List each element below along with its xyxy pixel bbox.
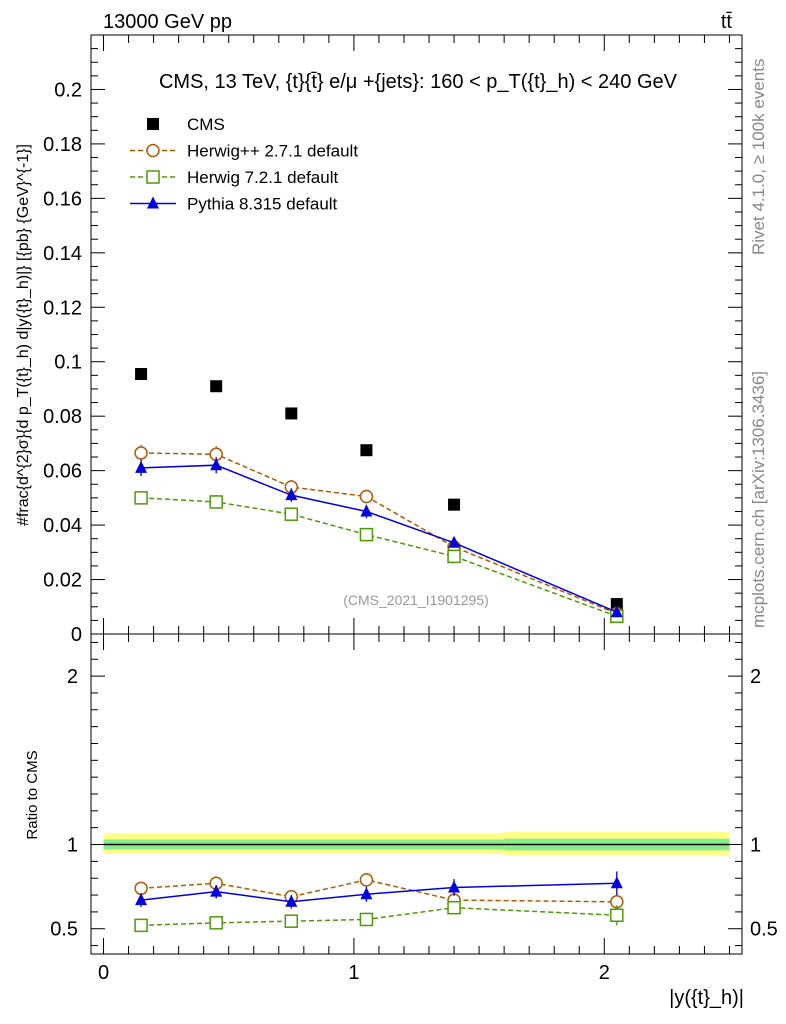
ratio-tick-label-right: 1 [750, 835, 761, 857]
pythia-8-315-default-point [285, 488, 298, 501]
herwig-7-2-1-default-ratio-point [284, 914, 299, 928]
y-tick-label: 0.06 [43, 461, 82, 483]
cms-point [448, 498, 461, 511]
main-y-axis: 0.02 0.04 0.06 0.08 0.1 0.12 0.14 0.16 0.18 0.2 0 [43, 34, 742, 646]
herwig-7-2-1-default-line [141, 497, 618, 618]
x-axis: 0 1 2 [98, 634, 730, 984]
pythia-8-315-default-ratio-point [135, 893, 148, 906]
herwig-2-7-1-default-ratio-point [359, 873, 374, 887]
ratio-tick-label: 2 [67, 666, 78, 688]
cms-point [210, 380, 223, 393]
herwig-7-2-1-default-ratio-point [209, 916, 223, 930]
herwig-7-2-1-default-point [134, 491, 148, 505]
legend-marker [147, 118, 159, 130]
ratio-tick-label: 0.5 [50, 919, 78, 941]
ratio-panel: 0.5 0.5 1 1 2 2 0 1 2 Ratio to CMS |y({t}_h)| [24, 633, 778, 1009]
pythia-8-315-default-ratio-line [140, 882, 617, 903]
herwig-7-2-1-default-ratio-point [134, 918, 148, 933]
process-label: tt̄ [721, 11, 733, 33]
pythia-8-315-default-line [141, 464, 618, 613]
cms-point [610, 598, 623, 611]
x-tick-label: 0 [98, 962, 109, 984]
main-series-group [134, 367, 624, 624]
legend-label: Herwig 7.2.1 default [187, 168, 338, 187]
pythia-8-315-default-ratio-point [360, 887, 373, 900]
y-tick-label: 0.18 [43, 134, 82, 156]
y-tick-label: 0 [71, 624, 82, 646]
legend: CMS Herwig++ 2.7.1 default Herwig 7.2.1 de… [130, 115, 358, 214]
legend-marker [146, 170, 160, 184]
pythia-8-315-default-point [610, 605, 623, 618]
y-axis-label: #frac{d^{2}σ}{d p_T({t}_h) d|y({t}_h)|} … [15, 144, 32, 526]
herwig-7-2-1-default-point [447, 549, 461, 564]
x-tick-label: 1 [348, 962, 359, 984]
ratio-uncertainty-bands [103, 831, 730, 856]
herwig-2-7-1-default-point [134, 446, 148, 460]
y-tick-label: 0.16 [43, 188, 82, 210]
legend-label: Herwig++ 2.7.1 default [187, 142, 358, 161]
y-tick-label: 0.14 [43, 243, 82, 265]
y-tick-label: 0.12 [43, 297, 82, 319]
cms-point [135, 367, 148, 380]
pythia-8-315-default-point [210, 458, 223, 471]
herwig-7-2-1-default-point [359, 527, 374, 542]
herwig-2-7-1-default-point [359, 489, 374, 504]
y-tick-label: 0.2 [54, 79, 82, 101]
pythia-8-315-default-point [135, 460, 148, 473]
pythia-8-315-default-ratio-point [448, 880, 461, 893]
herwig-7-2-1-default-ratio-point [610, 908, 624, 923]
pythia-8-315-default-ratio-point [210, 884, 223, 897]
main-panel: 0.020.040.060.080.10.120.140.160.180.20 … [15, 34, 743, 646]
pythia-8-315-default-point [360, 504, 373, 517]
main-x-ticks [103, 35, 730, 634]
mcplots-label: mcplots.cern.ch [arXiv:1306.3436] [749, 370, 768, 628]
y-tick-label: 0.08 [43, 406, 82, 428]
herwig-2-7-1-default-ratio-point [134, 881, 148, 896]
ratio-tick-label-right: 0.5 [750, 919, 778, 941]
herwig-7-2-1-default-point [284, 507, 299, 521]
ratio-tick-label: 1 [67, 835, 78, 857]
herwig-7-2-1-default-ratio-point [359, 912, 374, 927]
legend-marker [147, 196, 159, 209]
y-tick-label: 0.02 [43, 570, 82, 592]
analysis-watermark: (CMS_2021_I1901295) [343, 592, 489, 608]
pythia-8-315-default-ratio-point [285, 894, 298, 907]
herwig-7-2-1-default-point [209, 495, 223, 509]
herwig-2-7-1-default-ratio-line [141, 879, 617, 903]
y-tick-label: 0.1 [54, 352, 82, 374]
ratio-tick-label-right: 2 [750, 666, 761, 688]
ratio-y-axis: 0.5 0.5 1 1 2 2 [50, 641, 778, 947]
ratio-y-axis-label: Ratio to CMS [24, 750, 41, 839]
legend-label: CMS [187, 115, 225, 134]
legend-label: Pythia 8.315 default [187, 195, 338, 214]
y-tick-label: 0.04 [43, 515, 82, 537]
pythia-8-315-default-ratio-point [610, 876, 623, 889]
herwig-7-2-1-default-ratio-point [447, 900, 461, 915]
pythia-8-315-default-point [448, 535, 461, 548]
rivet-label: Rivet 4.1.0, ≥ 100k events [749, 58, 768, 255]
chart-title: CMS, 13 TeV, {t}{t̄} e/μ +{jets}: 160 < … [159, 71, 678, 93]
x-axis-label: |y({t}_h)| [669, 987, 744, 1009]
herwig-2-7-1-default-line [141, 452, 618, 615]
herwig-7-2-1-default-ratio-line [141, 906, 617, 927]
ratio-frame [90, 633, 743, 955]
ratio-series-group [134, 871, 624, 933]
cms-point [285, 407, 298, 420]
legend-marker [146, 143, 160, 158]
energy-label: 13000 GeV pp [103, 11, 232, 33]
cms-point [360, 444, 373, 457]
x-tick-label: 2 [599, 962, 610, 984]
